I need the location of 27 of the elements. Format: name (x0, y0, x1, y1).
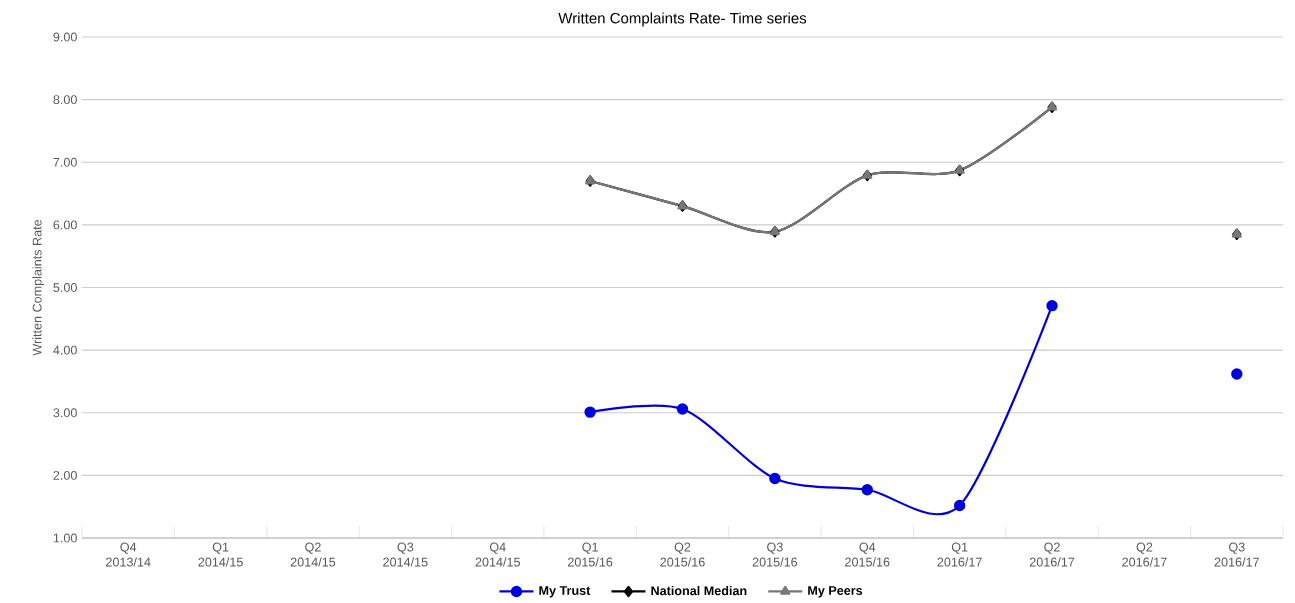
legend-label: National Median (651, 585, 747, 596)
x-tick-label: Q4 2013/14 (106, 542, 151, 567)
x-tick-label: Q4 2015/16 (845, 542, 890, 567)
x-tick-label: Q4 2014/15 (475, 542, 520, 567)
x-tick-label: Q2 2014/15 (290, 542, 336, 567)
x-tick-label: Q3 2014/15 (383, 542, 428, 567)
legend-label: My Peers (808, 586, 863, 598)
x-tick-label: Q1 2014/15 (198, 542, 243, 567)
x-tick-label: Q2 2015/16 (660, 542, 705, 567)
x-tick-label: Q2 2016/17 (1029, 542, 1075, 567)
y-tick-label: 8.00 (53, 95, 77, 105)
y-tick-label: 4.00 (53, 345, 77, 355)
x-tick-label: Q1 2015/16 (567, 542, 613, 567)
y-tick-label: 2.00 (53, 470, 77, 480)
x-tick-label: Q3 2015/16 (752, 542, 798, 567)
chart-title: Written Complaints Rate- Time series (558, 12, 807, 27)
legend-label: My Trust (539, 586, 591, 598)
y-axis-title: Written Complaints Rate (32, 219, 45, 356)
y-tick-label: 3.00 (53, 408, 77, 418)
y-tick-label: 7.00 (53, 157, 77, 167)
y-tick-label: 9.00 (53, 32, 77, 42)
x-tick-label: Q3 2016/17 (1214, 542, 1259, 567)
x-tick-label: Q1 2016/17 (937, 542, 982, 567)
y-tick-label: 5.00 (53, 283, 77, 292)
y-tick-label: 6.00 (53, 220, 77, 230)
y-tick-label: 1.00 (53, 533, 77, 543)
x-tick-label: Q2 2016/17 (1122, 542, 1167, 567)
